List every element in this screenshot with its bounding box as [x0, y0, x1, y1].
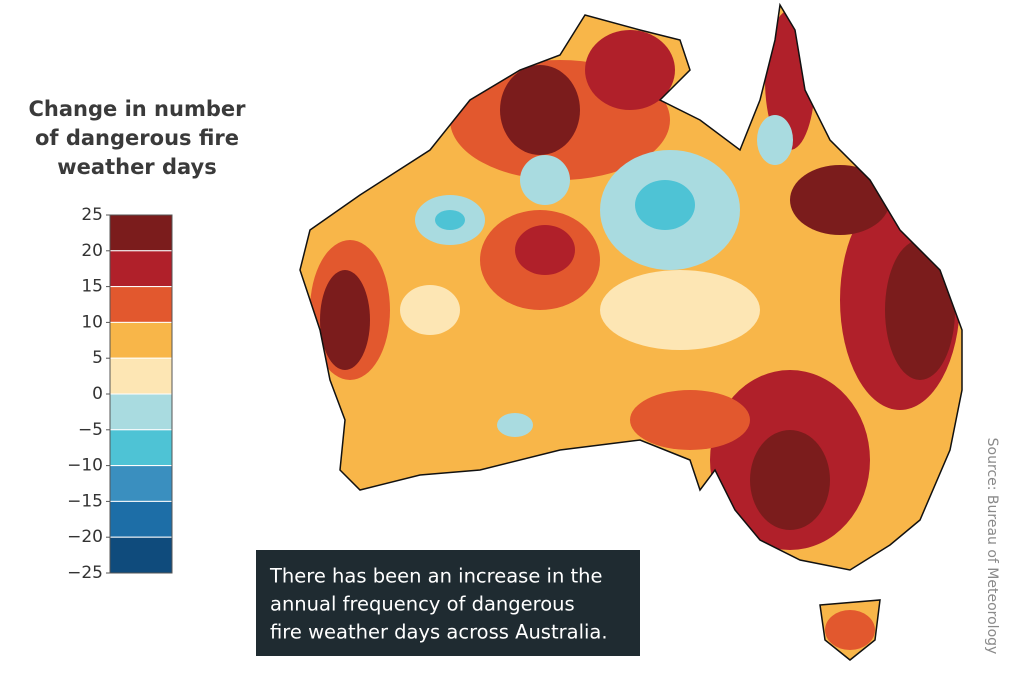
legend: 25 20 15 10 5 0 −5 −10 −15 −20 −25 [67, 205, 173, 583]
legend-title: Change in number of dangerous fire weather… [29, 97, 247, 179]
legend-tick-label: 25 [81, 205, 103, 225]
legend-tick-label: 0 [92, 384, 103, 404]
legend-tick-label: −5 [78, 420, 103, 440]
legend-bin [109, 321, 173, 359]
legend-tick-label: −25 [67, 563, 103, 583]
legend-bin [109, 536, 173, 574]
legend-bin [109, 500, 173, 538]
note-line: There has been an increase in the [269, 565, 603, 588]
legend-tick-label: 10 [81, 312, 103, 332]
legend-tick-label: 20 [81, 241, 103, 261]
source: Source: Bureau of Meteorology [984, 438, 1000, 655]
note-line: annual frequency of dangerous [270, 593, 575, 616]
note: There has been an increase in the annual … [269, 565, 608, 644]
legend-bin [109, 357, 173, 395]
note-box [256, 550, 640, 656]
legend-bin [109, 250, 173, 288]
legend-tick-label: −10 [67, 456, 103, 476]
legend-bin [109, 393, 173, 431]
legend-tick-label: 15 [81, 277, 103, 297]
legend-bin [109, 429, 173, 467]
note-line: fire weather days across Australia. [270, 621, 608, 644]
legend-tick-label: −15 [67, 491, 103, 511]
legend-title-line: weather days [57, 155, 216, 179]
legend-bin [109, 214, 173, 252]
legend-bin [109, 465, 173, 502]
legend-tick-label: 5 [92, 348, 103, 368]
legend-title-line: Change in number [29, 97, 247, 121]
legend-title-line: of dangerous fire [35, 126, 239, 150]
legend-tick-label: −20 [67, 527, 103, 547]
legend-bin [109, 286, 173, 323]
